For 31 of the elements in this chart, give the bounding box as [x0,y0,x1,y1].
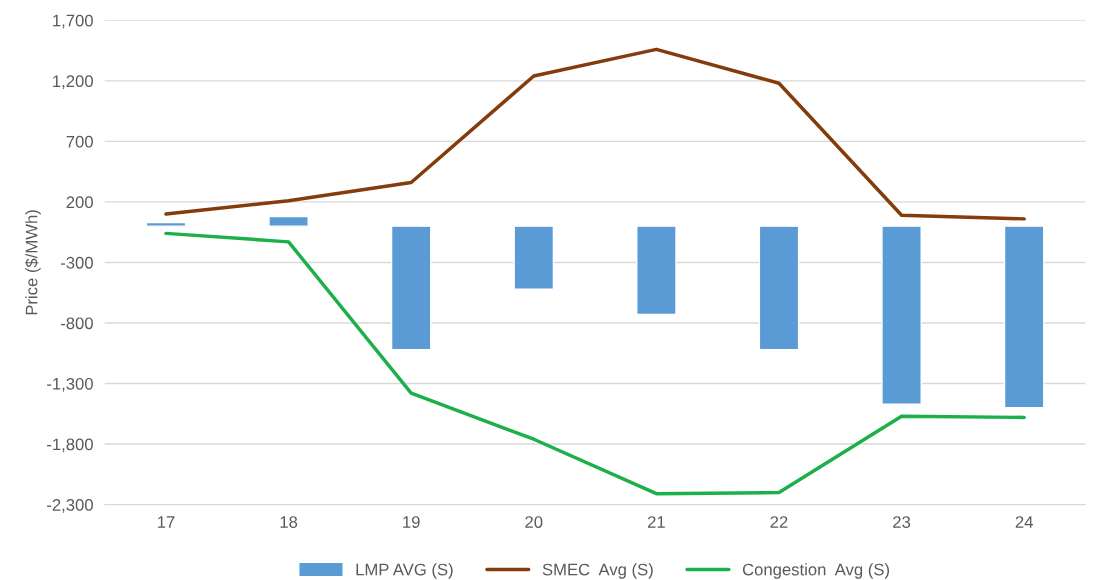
x-tick-label: 18 [280,516,298,528]
x-tick-label: 24 [1015,516,1033,528]
y-tick-label: -1,300 [47,377,93,392]
bar [268,215,309,227]
legend-label: LMP AVG (S) [356,563,453,579]
bar [513,225,555,290]
y-tick-label: 700 [66,135,93,148]
line-series [164,47,1026,221]
x-tick-label: 20 [525,516,543,528]
bar [758,225,800,351]
bar [881,225,922,405]
bar [145,221,187,227]
line-series [164,231,1026,496]
y-tick-label: -1,800 [47,438,93,453]
y-axis-title: Price ($/MWh) [24,210,41,315]
x-tick-label: 19 [403,516,420,528]
y-tick-label: -800 [60,317,93,330]
bar [1003,225,1045,409]
x-tick-label: 23 [893,516,911,528]
x-tick-label: 21 [647,516,665,528]
y-tick-label: 1,200 [53,75,93,90]
y-tick-label: -300 [60,256,93,269]
legend-label: SMEC Avg (S) [542,563,653,579]
x-tick-label: 17 [157,516,175,528]
y-tick-label: -2,300 [47,499,93,513]
bar [636,225,677,316]
bar [390,225,432,351]
y-tick-label: 1,700 [53,14,93,29]
legend-label: Congestion Avg (S) [742,563,889,579]
y-tick-label: 200 [66,196,93,209]
x-tick-label: 22 [770,516,788,528]
